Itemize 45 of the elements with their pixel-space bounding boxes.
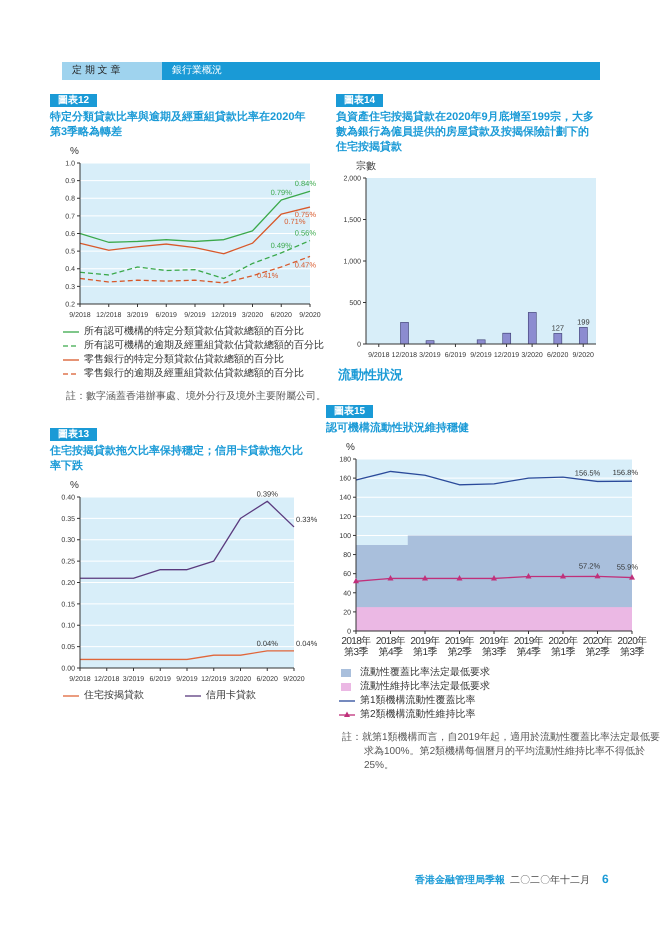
legend-label: 流動性覆蓋比率法定最低要求 — [360, 667, 490, 679]
chart-title: 負資產住宅按揭貸款在2020年9月底增至199宗，大多數為銀行為僱員提供的房屋貸款及按揭保險計劃下的住宅按揭貸款 — [336, 110, 595, 155]
line-series — [79, 500, 295, 579]
legend-label: 第1類機構流動性覆蓋比率 — [360, 695, 476, 707]
y-axis-title: 宗數 — [356, 161, 377, 172]
bar — [528, 312, 537, 344]
y-axis-title: % — [70, 480, 80, 491]
chart-title: 特定分類貸款比率與逾期及經重組貸款比率在2020年第3季略為轉差 — [50, 110, 306, 140]
text: 香港金融管理局季報 — [415, 874, 505, 888]
text: 流動性狀況 — [338, 367, 403, 382]
legend-label: 信用卡貸款 — [206, 690, 256, 702]
chart-subtitle: 圖表12 — [50, 94, 98, 107]
chart-subtitle: 圖表15 — [326, 405, 374, 418]
text: 註：就第1類機構而言，自2019年起，適用於流動性覆蓋比率法定最低要求為100%。第2類機構每個曆月的平均流動性維持比率不得低於25%。 — [342, 731, 660, 773]
chart-title: 住宅按揭貸款拖欠比率保持穩定；信用卡貸款拖欠比率下跌 — [50, 444, 304, 474]
text: 6 — [602, 872, 609, 886]
bar — [400, 322, 409, 344]
bar — [502, 332, 512, 344]
y-axis-title: % — [346, 442, 356, 453]
chart-subtitle: 圖表13 — [50, 428, 98, 441]
legend-label: 所有認可機構的特定分類貸款佔貸款總額的百分比 — [84, 326, 304, 338]
x-tick-label: 2019年第1季 — [410, 635, 440, 658]
legend-label: 零售銀行的特定分類貸款佔貸款總額的百分比 — [84, 354, 284, 366]
x-tick-label: 2020年第1季 — [548, 635, 578, 658]
x-tick-label: 2020年第2季 — [582, 635, 613, 658]
legend-label: 第2類機構流動性維持比率 — [360, 709, 476, 721]
bar — [554, 333, 562, 344]
x-tick-label: 2018年第4季 — [376, 635, 406, 658]
text: 銀行業概況 — [162, 62, 600, 80]
chart-subtitle: 圖表14 — [336, 94, 384, 107]
legend-label: 所有認可機構的逾期及經重組貸款佔貸款總額的百分比 — [84, 340, 324, 352]
text: 註：數字涵蓋香港辦事處、境外分行及境外主要附屬公司。 — [66, 390, 327, 404]
text: 二〇二〇年十二月 — [510, 874, 590, 888]
legend-label: 住宅按揭貸款 — [84, 690, 144, 702]
y-axis-title: % — [70, 146, 80, 157]
x-tick-label: 2020年第3季 — [617, 635, 648, 658]
legend-label: 零售銀行的逾期及經重組貸款佔貸款總額的百分比 — [84, 368, 304, 380]
bar — [579, 327, 588, 344]
x-tick-label: 2018年第3季 — [341, 635, 372, 658]
x-tick-label: 2019年第3季 — [479, 635, 510, 658]
x-tick-label: 2019年第4季 — [514, 635, 544, 658]
legend-label: 流動性維持比率法定最低要求 — [360, 681, 490, 693]
text: 定 期 文 章 — [72, 65, 120, 76]
x-tick-label: 2019年第2季 — [444, 635, 475, 658]
chart-title: 認可機構流動性狀況維持穩健 — [326, 421, 470, 436]
